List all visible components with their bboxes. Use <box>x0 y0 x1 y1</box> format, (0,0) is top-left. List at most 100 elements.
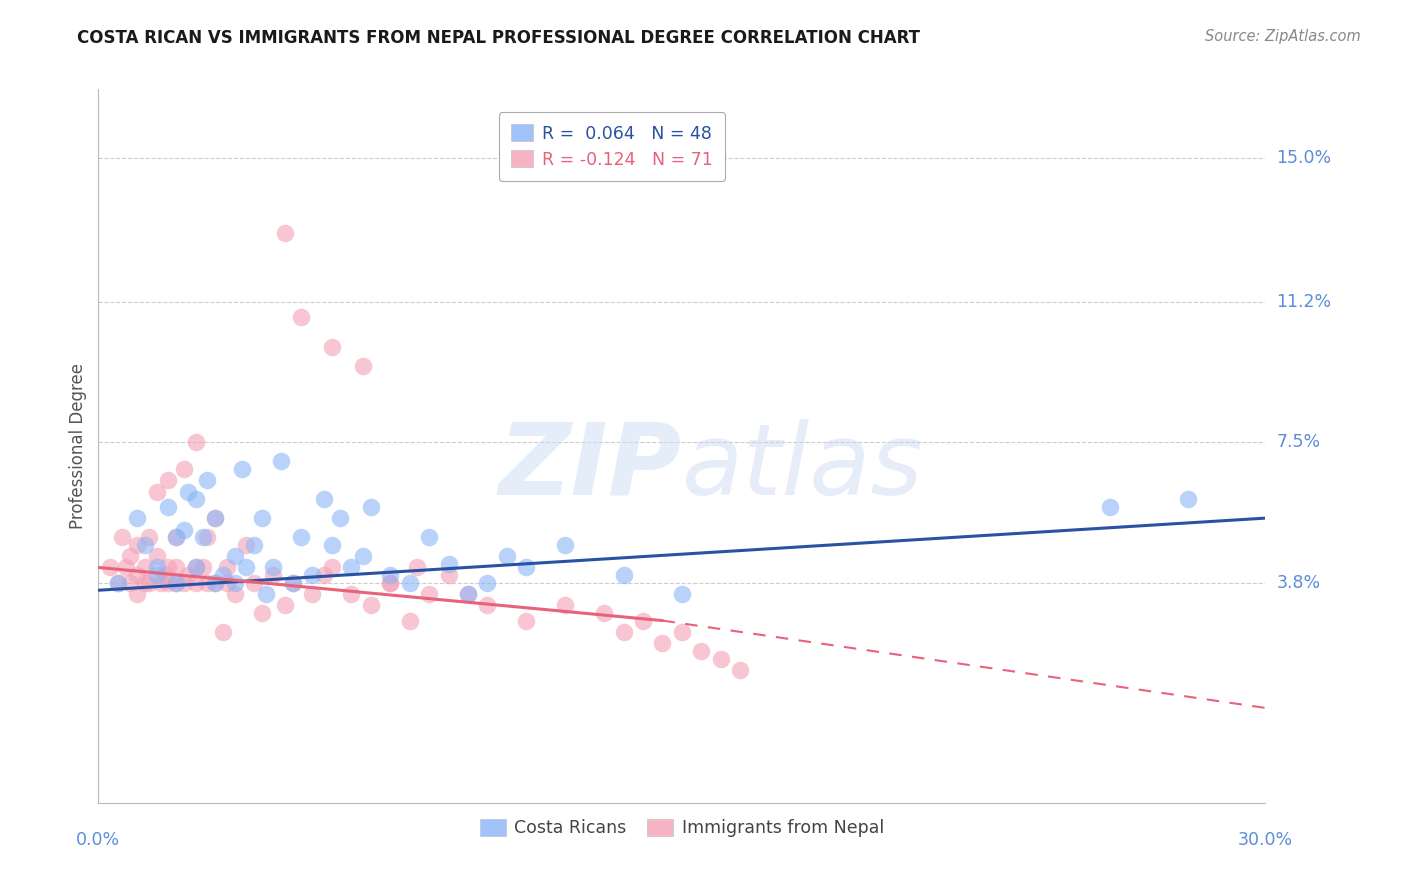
Point <box>515 560 537 574</box>
Point <box>204 511 226 525</box>
Point <box>138 530 160 544</box>
Point <box>262 560 284 574</box>
Point <box>340 587 363 601</box>
Point <box>127 538 149 552</box>
Point <box>157 560 180 574</box>
Point <box>515 614 537 628</box>
Point <box>398 614 420 628</box>
Point <box>312 492 335 507</box>
Point <box>231 462 253 476</box>
Text: 0.0%: 0.0% <box>76 830 121 848</box>
Point <box>193 560 215 574</box>
Point <box>204 575 226 590</box>
Point <box>274 599 297 613</box>
Point <box>177 484 200 499</box>
Point <box>157 575 180 590</box>
Point <box>281 575 304 590</box>
Point <box>477 599 499 613</box>
Point <box>477 575 499 590</box>
Point <box>212 625 235 640</box>
Point <box>710 651 733 665</box>
Point <box>340 560 363 574</box>
Text: 11.2%: 11.2% <box>1277 293 1331 310</box>
Point <box>651 636 673 650</box>
Point <box>111 530 134 544</box>
Point <box>437 568 460 582</box>
Point <box>235 560 257 574</box>
Point <box>671 625 693 640</box>
Point <box>204 575 226 590</box>
Point <box>593 606 616 620</box>
Point <box>165 530 187 544</box>
Point <box>134 575 156 590</box>
Point <box>107 575 129 590</box>
Point <box>329 511 352 525</box>
Point <box>352 359 374 374</box>
Point <box>195 530 218 544</box>
Point <box>173 575 195 590</box>
Point <box>312 568 335 582</box>
Point <box>184 560 207 574</box>
Point <box>224 549 246 563</box>
Point <box>398 575 420 590</box>
Text: 3.8%: 3.8% <box>1277 574 1320 591</box>
Text: 30.0%: 30.0% <box>1237 830 1294 848</box>
Point <box>380 575 402 590</box>
Point <box>262 568 284 582</box>
Text: 7.5%: 7.5% <box>1277 434 1320 451</box>
Text: Source: ZipAtlas.com: Source: ZipAtlas.com <box>1205 29 1361 44</box>
Point <box>146 484 169 499</box>
Point <box>215 560 238 574</box>
Point <box>165 575 187 590</box>
Point <box>146 568 169 582</box>
Point <box>496 549 519 563</box>
Point <box>193 530 215 544</box>
Point <box>321 560 343 574</box>
Point <box>270 454 292 468</box>
Point <box>406 560 429 574</box>
Point <box>157 473 180 487</box>
Point <box>254 587 277 601</box>
Legend: Costa Ricans, Immigrants from Nepal: Costa Ricans, Immigrants from Nepal <box>472 812 891 844</box>
Point <box>321 538 343 552</box>
Point <box>184 435 207 450</box>
Text: COSTA RICAN VS IMMIGRANTS FROM NEPAL PROFESSIONAL DEGREE CORRELATION CHART: COSTA RICAN VS IMMIGRANTS FROM NEPAL PRO… <box>77 29 921 46</box>
Point <box>127 511 149 525</box>
Point <box>146 549 169 563</box>
Point <box>184 575 207 590</box>
Point <box>281 575 304 590</box>
Point <box>173 523 195 537</box>
Point <box>153 568 176 582</box>
Point <box>149 575 172 590</box>
Point <box>235 538 257 552</box>
Point <box>380 575 402 590</box>
Point <box>118 575 141 590</box>
Point <box>457 587 479 601</box>
Point <box>360 500 382 514</box>
Y-axis label: Professional Degree: Professional Degree <box>69 363 87 529</box>
Text: atlas: atlas <box>682 419 924 516</box>
Point <box>177 568 200 582</box>
Point <box>165 560 187 574</box>
Point <box>165 530 187 544</box>
Point <box>1177 492 1199 507</box>
Point <box>127 568 149 582</box>
Point <box>127 587 149 601</box>
Point <box>418 587 440 601</box>
Point <box>730 663 752 677</box>
Point <box>290 530 312 544</box>
Point <box>418 530 440 544</box>
Point <box>380 568 402 582</box>
Point <box>157 500 180 514</box>
Point <box>243 538 266 552</box>
Point <box>613 625 636 640</box>
Point <box>290 310 312 324</box>
Point <box>204 511 226 525</box>
Point <box>301 587 323 601</box>
Point <box>352 549 374 563</box>
Point <box>215 575 238 590</box>
Point <box>690 644 713 658</box>
Point <box>554 599 576 613</box>
Point <box>184 560 207 574</box>
Point <box>457 587 479 601</box>
